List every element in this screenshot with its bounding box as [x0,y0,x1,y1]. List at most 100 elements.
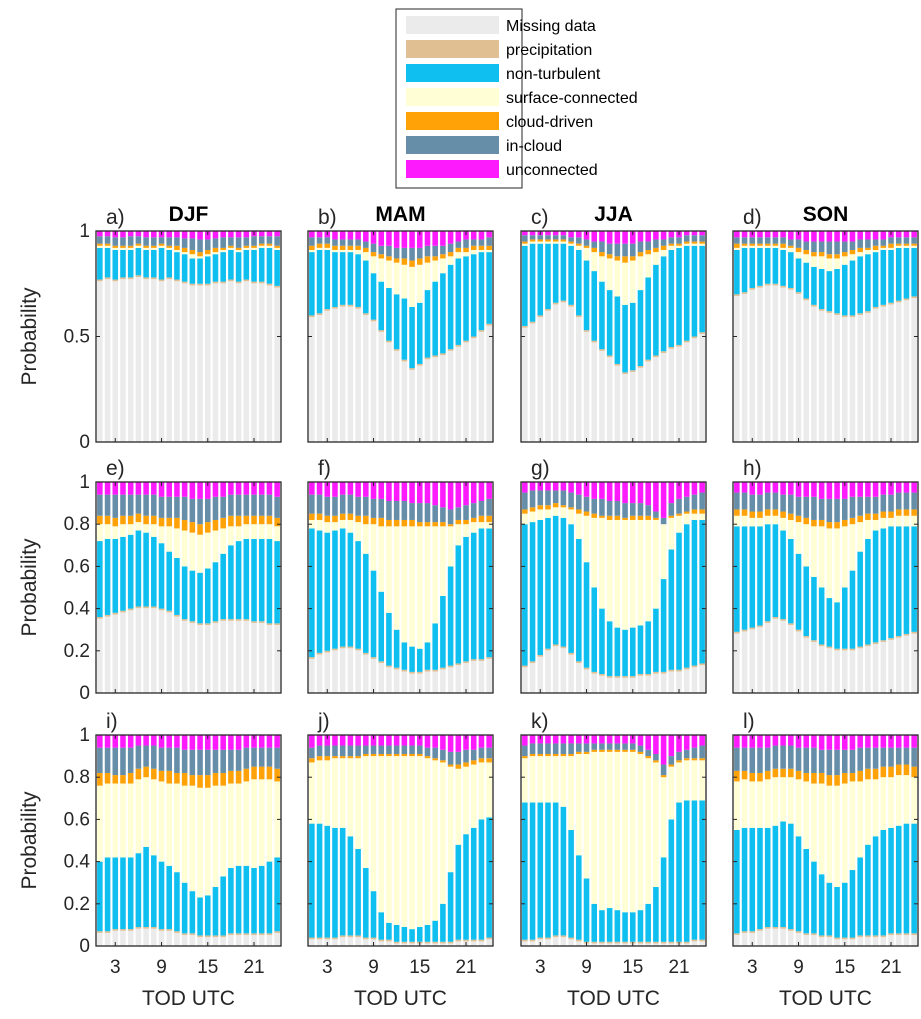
bar-segment [645,515,651,520]
bar-segment [880,245,887,248]
bar-segment [653,673,659,693]
bar-segment [599,743,605,750]
bar-segment [112,279,119,282]
bar-segment [151,608,157,693]
bar-segment [606,621,613,677]
bar-segment [576,753,582,856]
bar-segment [583,743,590,752]
bar-segment [205,498,211,523]
legend-label: in-cloud [506,138,562,155]
bar-segment [235,935,242,946]
bar-segment [911,933,917,936]
bar-segment [455,768,462,845]
bar-segment [316,247,323,250]
bar-segment [576,315,582,318]
bar-segment [258,524,265,539]
bar-segment [220,482,226,497]
bar-segment [818,231,825,242]
bar-segment [645,758,651,904]
bar-segment [166,770,172,784]
bar-segment [780,517,786,531]
bar-segment [842,252,848,257]
bar-segment [606,908,613,942]
bar-segment [676,243,682,246]
bar-segment [568,243,574,246]
bar-segment [803,933,809,936]
bar-segment [772,618,779,693]
bar-segment [568,743,574,754]
bar-segment [676,515,682,533]
bar-segment [614,243,621,257]
bar-segment [911,515,917,527]
bar-segment [903,935,910,946]
bar-segment [911,823,917,934]
bar-segment [614,519,621,628]
bar-segment [591,252,597,272]
bar-segment [432,231,438,246]
bar-segment [880,304,887,307]
bar-segment [417,522,423,527]
bar-segment [645,277,651,360]
bar-segment [478,245,485,250]
x-tick-label: 15 [409,957,430,978]
bar-segment [872,747,879,769]
bar-segment [764,735,771,748]
bar-segment [424,758,431,925]
bar-segment [872,836,879,936]
bar-segment [235,620,242,693]
bar-segment [645,621,651,675]
bar-segment [780,619,786,621]
bar-segment [842,482,848,499]
bar-segment [251,766,257,780]
bar-segment [691,758,698,761]
bar-segment [463,340,469,343]
bar-segment [228,545,234,620]
bar-segment [560,735,567,744]
bar-segment [143,532,149,607]
bar-segment [764,237,771,244]
bar-segment [591,903,597,942]
bar-segment [339,245,346,250]
bar-segment [316,519,323,531]
bar-segment [189,891,196,934]
legend-label: non-turbulent [506,66,601,83]
bar-segment [440,762,446,904]
bar-segment [888,237,894,244]
bar-segment [251,482,257,495]
bar-segment [470,760,477,765]
bar-segment [309,658,315,693]
bar-segment [630,370,636,372]
bar-segment [339,304,346,307]
bar-segment [378,231,384,246]
bar-segment [660,775,667,778]
bar-segment [676,669,682,672]
bar-segment [849,517,856,525]
x-tick-label: 21 [455,957,476,978]
bar-segment [691,747,698,759]
bar-segment [212,530,219,563]
bar-segment [795,515,802,523]
bar-segment [274,768,280,782]
bar-segment [228,249,234,280]
bar-segment [788,777,794,824]
bar-segment [895,245,902,248]
bar-segment [251,281,257,284]
bar-segment [780,285,786,288]
bar-segment [691,482,698,495]
bar-segment [849,939,856,946]
bar-segment [749,629,756,693]
bar-segment [339,482,346,495]
bar-segment [660,673,667,693]
bar-segment [127,608,134,611]
panel-label: b) [318,206,337,229]
bar-segment [660,735,667,765]
bar-segment [127,245,134,248]
bar-segment [583,331,590,442]
bar-segment [522,231,528,236]
bar-segment [127,277,134,280]
bar-segment [266,747,273,767]
bar-segment [576,538,582,662]
bar-segment [872,735,879,748]
bar-segment [903,509,910,516]
bar-segment [220,281,226,284]
